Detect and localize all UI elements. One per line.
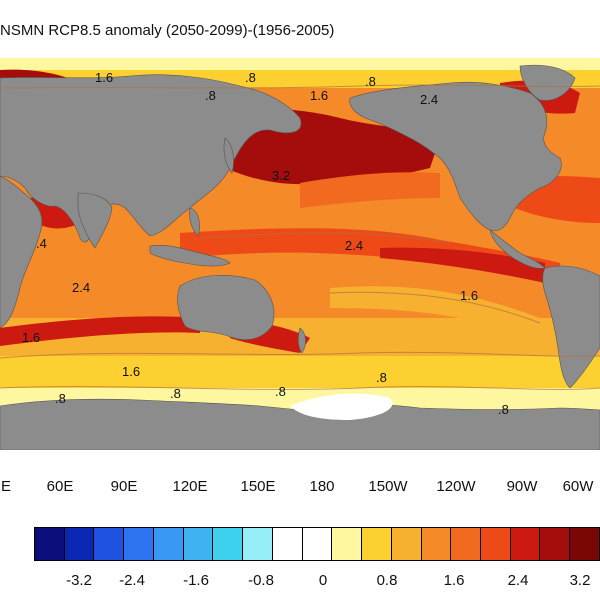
contour-label: .8 bbox=[376, 370, 387, 385]
north-america-land bbox=[349, 81, 562, 232]
colorbar-tick-label: -1.6 bbox=[183, 572, 209, 589]
contour-lines bbox=[0, 84, 600, 390]
anomaly-map: .8 1.6 .8 1.6 .8 2.4 3.2 2.4 1.6 2.4 1.6… bbox=[0, 58, 600, 450]
longitude-label: 120W bbox=[436, 478, 476, 495]
australia-land bbox=[177, 275, 275, 340]
longitude-label: 150E bbox=[240, 478, 276, 495]
africa-land bbox=[0, 175, 43, 329]
colorbar-tick-label: -0.8 bbox=[248, 572, 274, 589]
contour-label: .4 bbox=[36, 236, 47, 251]
longitude-label: 180 bbox=[309, 478, 335, 495]
colorbar-swatch bbox=[481, 528, 511, 560]
land-masses bbox=[0, 64, 600, 450]
colorbar-swatch bbox=[540, 528, 571, 560]
north-pacific-orange bbox=[300, 172, 440, 208]
colorbar-swatch bbox=[243, 528, 273, 560]
colorbar-swatch bbox=[153, 528, 184, 560]
contour-label: 1.6 bbox=[122, 364, 140, 379]
longitude-label: 60E bbox=[46, 478, 74, 495]
contour-label: .8 bbox=[275, 384, 286, 399]
contour-label: .8 bbox=[365, 74, 376, 89]
india-land bbox=[77, 192, 113, 249]
colorbar-swatch bbox=[64, 528, 95, 560]
longitude-label: 120E bbox=[172, 478, 208, 495]
colorbar-swatch bbox=[362, 528, 392, 560]
colorbar-tick-label: 0.8 bbox=[376, 572, 398, 589]
contour-line bbox=[329, 291, 541, 324]
southern-pacific-cool bbox=[330, 286, 540, 338]
contour-label: 2.4 bbox=[420, 92, 438, 107]
contour-label: .8 bbox=[170, 386, 181, 401]
colorbar-swatch bbox=[570, 528, 600, 560]
south-america-land bbox=[542, 265, 600, 389]
map-title: NSMN RCP8.5 anomaly (2050-2099)-(1956-20… bbox=[0, 22, 335, 39]
east-pacific-warm bbox=[380, 247, 545, 283]
longitude-label: 90E bbox=[110, 478, 138, 495]
contour-label: .8 bbox=[55, 391, 66, 406]
colorbar bbox=[34, 527, 600, 561]
greenland-land bbox=[519, 64, 576, 101]
colorbar-tick-label: -3.2 bbox=[66, 572, 92, 589]
arctic-pale bbox=[0, 58, 600, 70]
contour-label: .8 bbox=[205, 88, 216, 103]
colorbar-swatch bbox=[183, 528, 214, 560]
colorbar-tick-label: -2.4 bbox=[119, 572, 145, 589]
colorbar-tick-label: 0 bbox=[318, 572, 328, 589]
contour-line bbox=[199, 232, 451, 244]
new-zealand-land bbox=[297, 327, 306, 354]
colorbar-swatch bbox=[94, 528, 125, 560]
colorbar-swatch bbox=[35, 528, 65, 560]
colorbar-tick-label: 3.2 bbox=[569, 572, 591, 589]
colorbar-tick-label: 2.4 bbox=[507, 572, 529, 589]
contour-label: 1.6 bbox=[460, 288, 478, 303]
contour-line bbox=[0, 386, 600, 390]
colorbar-swatch bbox=[451, 528, 482, 560]
longitude-label: 60W bbox=[562, 478, 594, 495]
contour-value-labels: .8 1.6 .8 1.6 .8 2.4 3.2 2.4 1.6 2.4 1.6… bbox=[22, 70, 509, 417]
contour-label: 2.4 bbox=[72, 280, 90, 295]
contour-label: 1.6 bbox=[22, 330, 40, 345]
contour-label: 1.6 bbox=[310, 88, 328, 103]
colorbar-swatch bbox=[391, 528, 422, 560]
indonesia-land bbox=[149, 245, 231, 267]
contour-label: 3.2 bbox=[272, 168, 290, 183]
longitude-label: E bbox=[0, 478, 12, 495]
longitude-label: 150W bbox=[368, 478, 408, 495]
philippines-land bbox=[189, 207, 200, 237]
contour-label: 1.6 bbox=[95, 70, 113, 85]
south-indian-band bbox=[0, 316, 200, 346]
colorbar-swatch bbox=[272, 528, 303, 560]
colorbar-swatch bbox=[332, 528, 363, 560]
longitude-label: 90W bbox=[506, 478, 538, 495]
colorbar-swatch bbox=[510, 528, 541, 560]
japan-land bbox=[223, 137, 234, 174]
contour-label: .8 bbox=[498, 402, 509, 417]
contour-line bbox=[0, 84, 600, 89]
colorbar-swatch bbox=[213, 528, 244, 560]
colorbar-swatch bbox=[302, 528, 333, 560]
colorbar-swatch bbox=[421, 528, 452, 560]
contour-label: .8 bbox=[245, 70, 256, 85]
contour-label: 2.4 bbox=[345, 238, 363, 253]
colorbar-swatch bbox=[124, 528, 154, 560]
colorbar-tick-label: 1.6 bbox=[443, 572, 465, 589]
antarctic-neutral-zone bbox=[290, 393, 393, 420]
contour-line bbox=[0, 351, 600, 359]
